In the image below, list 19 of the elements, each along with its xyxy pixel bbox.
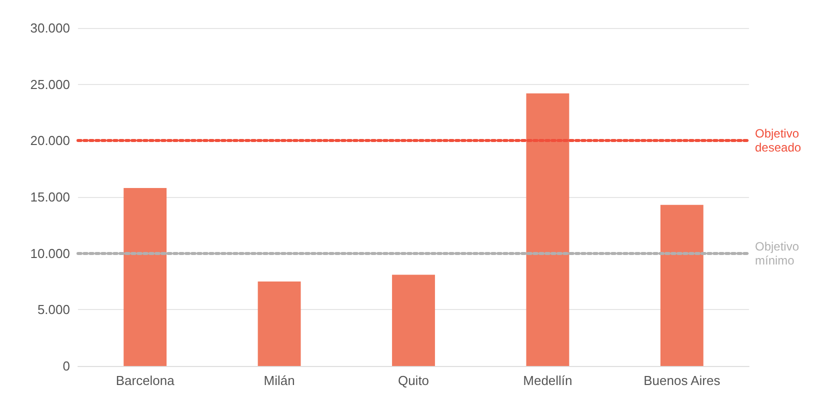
y-tick-label: 15.000 bbox=[30, 190, 70, 204]
x-tick-label: Barcelona bbox=[116, 373, 176, 388]
x-tick-label: Milán bbox=[264, 373, 295, 388]
bar bbox=[660, 204, 704, 366]
x-tick-label: Buenos Aires bbox=[644, 373, 721, 388]
y-tick-label: 30.000 bbox=[30, 20, 70, 36]
x-tick-label: Quito bbox=[398, 373, 430, 388]
bar bbox=[258, 282, 301, 366]
y-tick-label: 10.000 bbox=[30, 246, 70, 261]
y-tick-label: 0 bbox=[62, 358, 70, 374]
bar bbox=[392, 274, 435, 366]
x-tick-label: Medellín bbox=[523, 373, 572, 388]
ref-line-label: Objetivo mínimo bbox=[755, 239, 800, 268]
y-tick-label: 25.000 bbox=[30, 76, 70, 92]
bar bbox=[124, 188, 167, 366]
bar bbox=[526, 93, 570, 366]
ref-line-label: Objetivo deseado bbox=[755, 126, 802, 155]
y-tick-label: 5.000 bbox=[37, 302, 70, 318]
y-tick-label: 20.000 bbox=[30, 133, 70, 148]
